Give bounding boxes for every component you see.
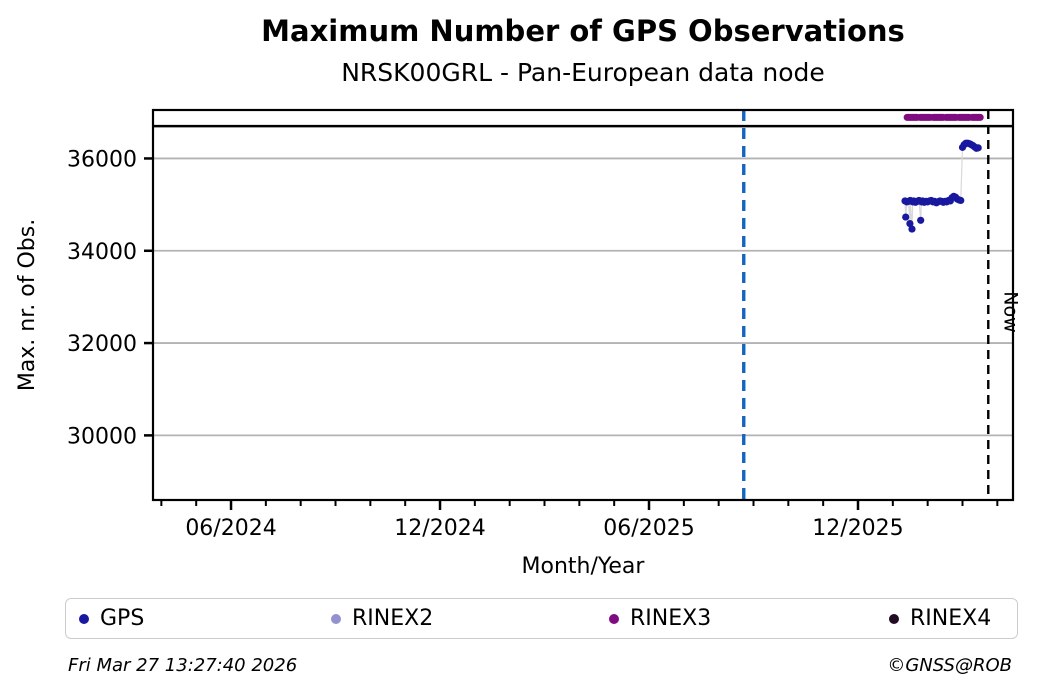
legend-label-rinex2: RINEX2 [352, 606, 434, 631]
gps-data-point [902, 213, 910, 221]
gps-data-point [906, 219, 914, 228]
legend-item-rinex2: RINEX2 [331, 599, 433, 638]
gps-data-point [974, 144, 982, 152]
chart-subtitle: NRSK00GRL - Pan-European data node [341, 58, 825, 87]
x-tick-label: 06/2024 [185, 516, 276, 541]
now-label: Now [999, 291, 1021, 332]
x-axis-label: Month/Year [522, 554, 646, 579]
chart-title: Maximum Number of GPS Observations [261, 14, 905, 48]
y-tick-label: 36000 [67, 147, 137, 172]
legend-item-rinex3: RINEX3 [609, 599, 711, 638]
plot-timestamp: Fri Mar 27 13:27:40 2026 [68, 655, 298, 676]
legend-item-rinex4: RINEX4 [889, 599, 991, 638]
y-tick-label: 32000 [67, 332, 137, 357]
credit-watermark: ©GNSS@ROB [887, 655, 1012, 676]
rinex3-marker-icon [609, 613, 619, 624]
gps-data-point [917, 216, 925, 224]
legend-label-gps: GPS [100, 606, 145, 631]
legend-label-rinex4: RINEX4 [910, 606, 992, 631]
x-tick-label: 12/2025 [812, 516, 903, 541]
x-tick-label: 06/2025 [603, 516, 694, 541]
plot-frame [151, 108, 1015, 502]
legend-item-gps: GPS [79, 599, 144, 638]
y-tick-label: 34000 [67, 240, 137, 265]
gps-marker-icon [79, 613, 89, 624]
gps-data-point [957, 196, 965, 205]
y-axis-label: Max. nr. of Obs. [15, 219, 40, 391]
gps-data-point [908, 225, 916, 233]
x-tick-label: 12/2024 [394, 516, 485, 541]
gps-connector-line [904, 142, 979, 230]
y-tick-label: 30000 [67, 424, 137, 449]
legend-label-rinex3: RINEX3 [630, 606, 712, 631]
rinex2-marker-icon [331, 613, 341, 624]
rinex4-marker-icon [889, 613, 899, 624]
legend-box: GPS RINEX2 RINEX3 RINEX4 [65, 598, 1018, 639]
